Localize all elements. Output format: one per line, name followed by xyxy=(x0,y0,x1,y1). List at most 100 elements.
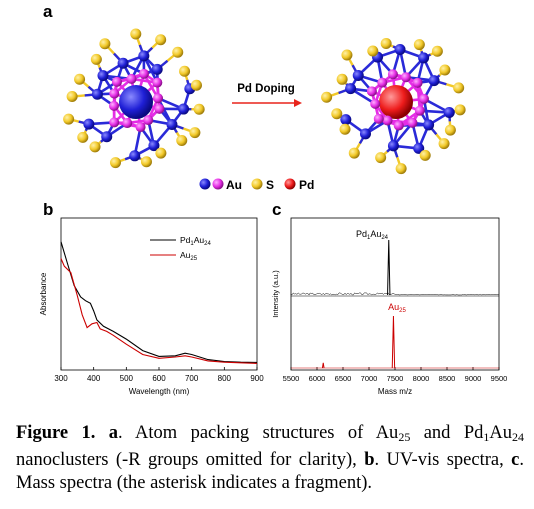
legend-au-blue-dot xyxy=(199,178,211,190)
s-atom xyxy=(155,147,167,159)
mass-xtick-label: 9500 xyxy=(491,374,508,383)
peak-label-au25: Au25 xyxy=(388,302,406,314)
au-atom-pink xyxy=(138,68,149,79)
s-atom xyxy=(395,163,407,175)
mass-xtick-label: 7000 xyxy=(361,374,378,383)
au-atom-pink xyxy=(387,69,398,80)
au-atom-pink xyxy=(122,118,133,129)
s-atom xyxy=(66,91,78,103)
au-atom-pink xyxy=(109,100,120,111)
s-atom xyxy=(454,104,466,116)
panel-a-letter: a xyxy=(43,2,53,21)
legend-label-au25: Au25 xyxy=(180,250,198,262)
uv-vis-xlabel: Wavelength (nm) xyxy=(129,387,190,396)
s-atom xyxy=(341,49,353,61)
au-atom-blue xyxy=(359,128,371,140)
au-atom-blue xyxy=(148,140,160,152)
caption-c-label: c xyxy=(511,450,520,470)
au-atom-blue xyxy=(387,140,399,152)
s-atom xyxy=(89,141,101,153)
panel-a-structures: Pd Doping Au S Pd xyxy=(63,28,466,192)
uv-vis-xtick-label: 900 xyxy=(250,374,264,383)
legend-au-pink-dot xyxy=(212,178,224,190)
s-atom xyxy=(190,79,202,91)
s-atom xyxy=(172,46,184,58)
caption-sub-1: 1 xyxy=(483,430,490,444)
caption-sub-24: 24 xyxy=(512,430,525,444)
s-atom xyxy=(419,149,431,161)
au-atom-blue xyxy=(394,44,406,56)
uv-vis-legend: Pd1Au24 Au25 xyxy=(150,235,211,262)
mass-peak-au25 xyxy=(391,315,396,369)
s-atom xyxy=(453,82,465,94)
au-atom-blue xyxy=(166,118,178,130)
caption-b-label: b xyxy=(364,450,375,470)
s-atom xyxy=(331,108,343,120)
mass-fragment-peak xyxy=(321,362,325,369)
au-atom-pink xyxy=(393,120,404,131)
figure-caption: Figure 1. a. Atom packing structures of … xyxy=(16,422,524,495)
legend-s-label: S xyxy=(266,178,274,192)
au-atom-blue xyxy=(413,142,425,154)
panel-c-letter: c xyxy=(272,200,282,219)
s-atom xyxy=(444,124,456,136)
core-atom xyxy=(379,85,413,119)
au-atom-blue xyxy=(428,75,440,87)
au-atom-pink xyxy=(377,77,388,88)
uv-vis-ylabel: Absorbance xyxy=(39,272,48,315)
s-atom xyxy=(413,39,425,51)
au-atom-pink xyxy=(135,122,146,133)
au-atom-pink xyxy=(154,103,165,114)
s-atom xyxy=(130,28,142,40)
mass-xtick-label: 8000 xyxy=(413,374,430,383)
mass-noise-pd1au24 xyxy=(290,292,499,296)
s-atom xyxy=(77,131,89,143)
s-atom xyxy=(140,156,152,168)
uv-vis-xtick-label: 800 xyxy=(218,374,232,383)
s-atom xyxy=(348,147,360,159)
core-atom xyxy=(119,85,153,119)
s-atom xyxy=(63,113,75,125)
au-atom-pink xyxy=(143,115,154,126)
au-atom-pink xyxy=(152,77,163,88)
mass-xtick-label: 6000 xyxy=(309,374,326,383)
s-atom xyxy=(109,157,121,169)
s-atom xyxy=(193,103,205,115)
s-atom xyxy=(431,45,443,57)
s-atom xyxy=(74,73,86,85)
mass-peak-pd1au24 xyxy=(387,239,391,296)
au-atom-blue xyxy=(91,88,103,100)
legend-s-dot xyxy=(251,178,263,190)
caption-text-5: . UV-vis spectra, xyxy=(374,450,512,470)
panel-b-letter: b xyxy=(43,200,54,219)
caption-sub-25: 25 xyxy=(398,430,411,444)
au-atom-pink xyxy=(111,76,122,87)
uv-vis-xtick-label: 300 xyxy=(54,374,68,383)
s-atom xyxy=(155,34,167,46)
au-atom-pink xyxy=(412,77,423,88)
caption-text-2: and Pd xyxy=(410,423,484,443)
mass-xlabel: Mass m/z xyxy=(378,387,412,396)
uv-vis-xtick-label: 700 xyxy=(185,374,199,383)
uv-vis-chart: 300 400 500 600 700 800 900 Wavelength (nm) Ab… xyxy=(39,217,264,396)
s-atom xyxy=(439,64,451,76)
au-atom-pink xyxy=(382,115,393,126)
mass-xtick-label: 7500 xyxy=(387,374,404,383)
mass-xtick-label: 5500 xyxy=(283,374,300,383)
legend-label-pd1au24: Pd1Au24 xyxy=(180,235,211,247)
caption-text-3: Au xyxy=(489,423,513,443)
uv-vis-series-1 xyxy=(60,258,258,364)
s-atom xyxy=(90,53,102,65)
au-atom-blue xyxy=(345,83,357,95)
au-atom-pink xyxy=(407,117,418,128)
uv-vis-xtick-label: 600 xyxy=(152,374,166,383)
au-atom-pink xyxy=(109,117,120,128)
au-atom-blue xyxy=(340,114,352,126)
legend-pd-dot xyxy=(284,178,296,190)
uv-vis-xtick-label: 500 xyxy=(120,374,134,383)
s-atom xyxy=(375,152,387,164)
au-atom-pink xyxy=(126,73,137,84)
au-atom-pink xyxy=(153,93,164,104)
legend-au-label: Au xyxy=(226,178,242,192)
s-atom xyxy=(339,123,351,135)
